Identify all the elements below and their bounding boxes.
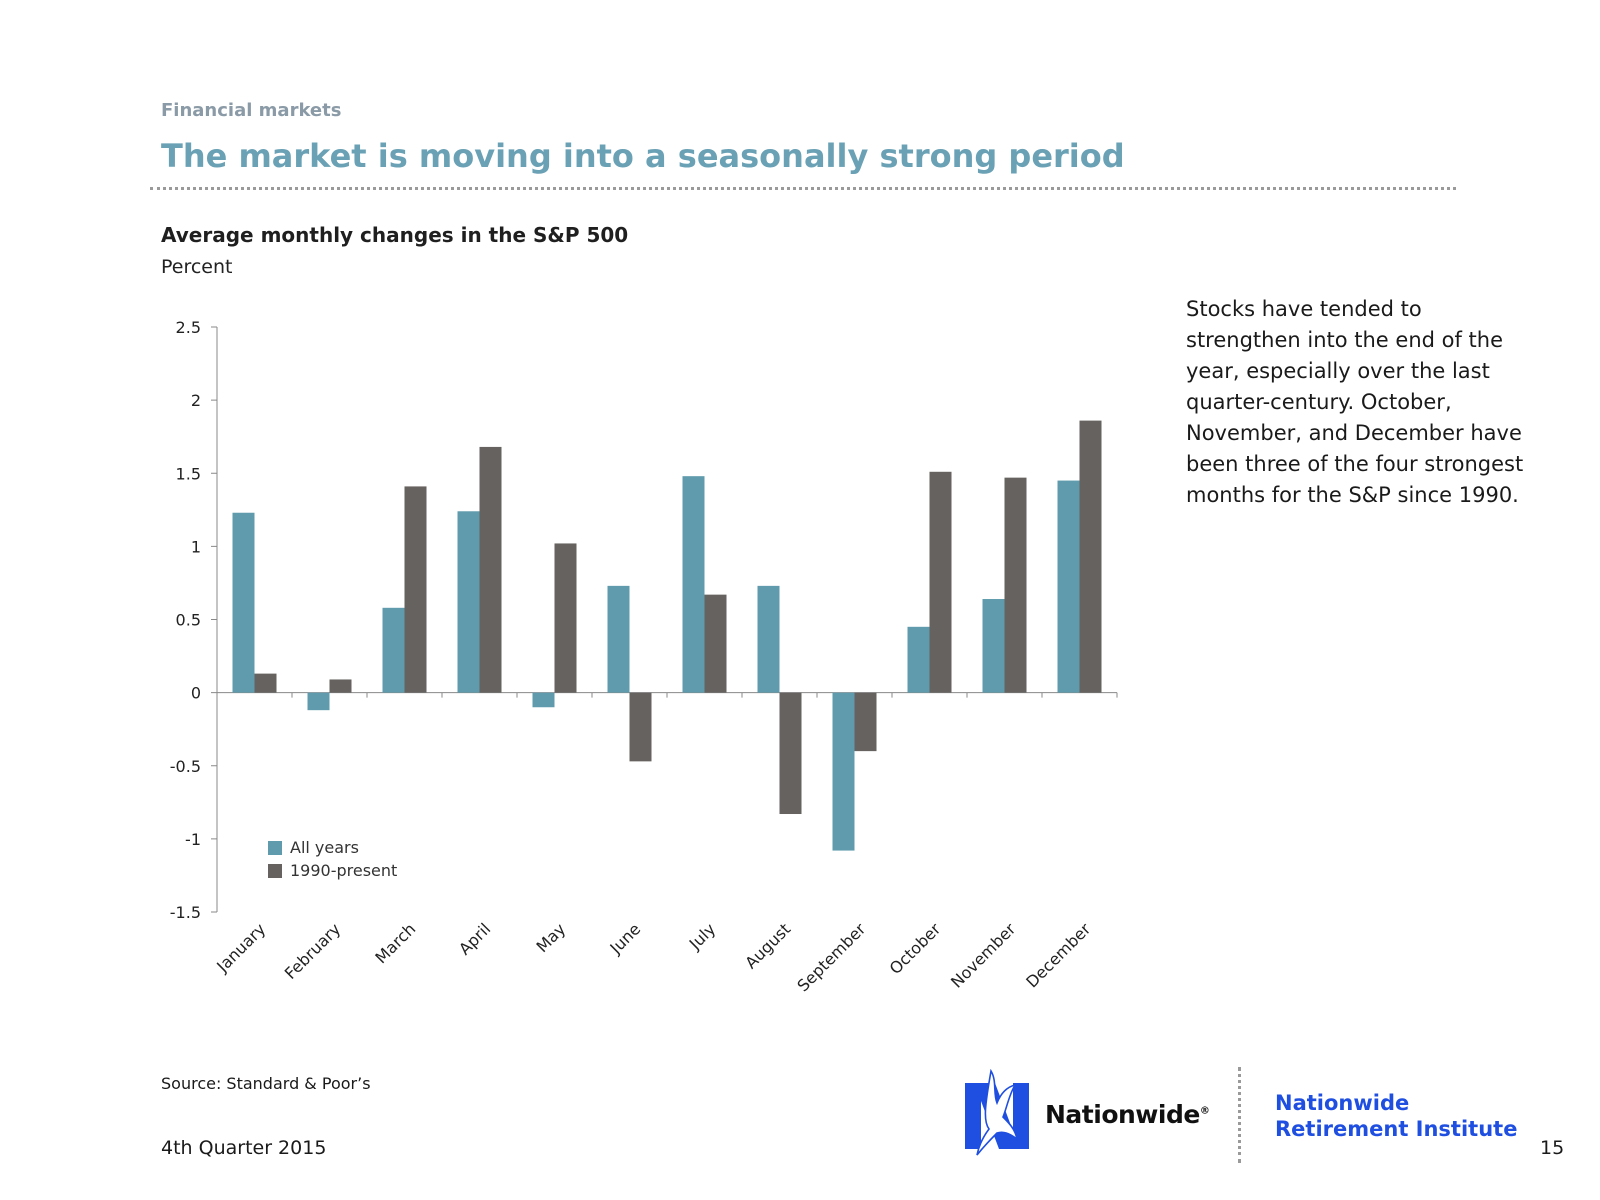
page-title: The market is moving into a seasonally s… (161, 137, 1125, 175)
bar-1990-present (254, 673, 277, 693)
legend-swatch-all-years (268, 840, 282, 855)
bar-all-years (682, 476, 705, 693)
bar-1990-present (779, 692, 802, 815)
x-tick-label: January (212, 919, 269, 976)
x-tick-label: November (947, 919, 1020, 992)
bar-1990-present (404, 486, 427, 693)
bar-all-years (607, 585, 630, 693)
legend-label-1990-present: 1990-present (290, 861, 398, 880)
institute-name: Nationwide Retirement Institute (1275, 1090, 1517, 1142)
legend-item-1990-present: 1990-present (268, 859, 397, 882)
bar-1990-present (854, 692, 877, 752)
bar-all-years (307, 692, 330, 711)
y-tick-label: 2.5 (176, 318, 201, 337)
bar-all-years (832, 692, 855, 851)
bar-chart: 2.5 2 1.5 1 0.5 0 -0.5 -1 -1.5 January February Mar… (170, 318, 1118, 995)
y-tick-label: -1.5 (170, 903, 201, 922)
y-tick-label: 1.5 (176, 464, 201, 483)
y-tick-label: -1 (185, 830, 201, 849)
bar-all-years (1057, 480, 1080, 693)
bar-1990-present (1079, 420, 1102, 693)
footer-divider (1238, 1067, 1241, 1163)
bar-1990-present (1004, 477, 1027, 693)
y-tick-label: 0 (191, 684, 201, 703)
bar-all-years (532, 692, 555, 708)
report-date: 4th Quarter 2015 (161, 1137, 327, 1159)
x-tick-label: September (793, 919, 869, 995)
source-note: Source: Standard & Poor’s (161, 1074, 371, 1093)
y-tick-label: -0.5 (170, 757, 201, 776)
brand-name: Nationwide® (1045, 1100, 1210, 1129)
bar-all-years (907, 626, 930, 693)
bar-all-years (982, 599, 1005, 693)
x-tick-label: February (281, 919, 345, 983)
chart-legend: All years 1990-present (268, 836, 397, 882)
brand-wordmark: Nationwide (1045, 1100, 1200, 1129)
bar-all-years (382, 607, 405, 693)
bar-1990-present (329, 679, 352, 693)
x-tick-label: March (371, 919, 419, 967)
bar-all-years (757, 585, 780, 693)
legend-label-all-years: All years (290, 838, 359, 857)
bar-1990-present (704, 594, 727, 693)
nationwide-eagle-logo (965, 1069, 1029, 1156)
y-tick-label: 2 (191, 391, 201, 410)
chart-title: Average monthly changes in the S&P 500 (161, 223, 629, 247)
institute-name-line2: Retirement Institute (1275, 1117, 1518, 1141)
commentary-text: Stocks have tended to strengthen into th… (1186, 297, 1524, 507)
bar-1990-present (479, 446, 502, 693)
legend-swatch-1990-present (268, 863, 282, 878)
x-tick-label: April (455, 919, 494, 958)
x-tick-label: June (606, 919, 645, 958)
bar-1990-present (929, 471, 952, 693)
chart-unit-label: Percent (161, 256, 233, 278)
x-tick-label: October (886, 919, 945, 978)
legend-item-all-years: All years (268, 836, 397, 859)
page-number: 15 (1540, 1137, 1565, 1159)
x-tick-label: August (741, 919, 794, 972)
y-tick-label: 0.5 (176, 611, 201, 630)
bar-all-years (457, 511, 480, 693)
bar-1990-present (629, 692, 652, 762)
x-tick-label: May (533, 919, 570, 956)
bar-all-years (232, 512, 255, 693)
title-divider (150, 187, 1456, 190)
x-tick-label: December (1022, 919, 1094, 991)
section-label: Financial markets (161, 100, 342, 121)
bar-1990-present (554, 543, 577, 693)
x-tick-label: July (685, 919, 719, 953)
institute-name-line1: Nationwide (1275, 1091, 1410, 1115)
registered-mark: ® (1199, 1105, 1210, 1117)
y-tick-label: 1 (191, 537, 201, 556)
